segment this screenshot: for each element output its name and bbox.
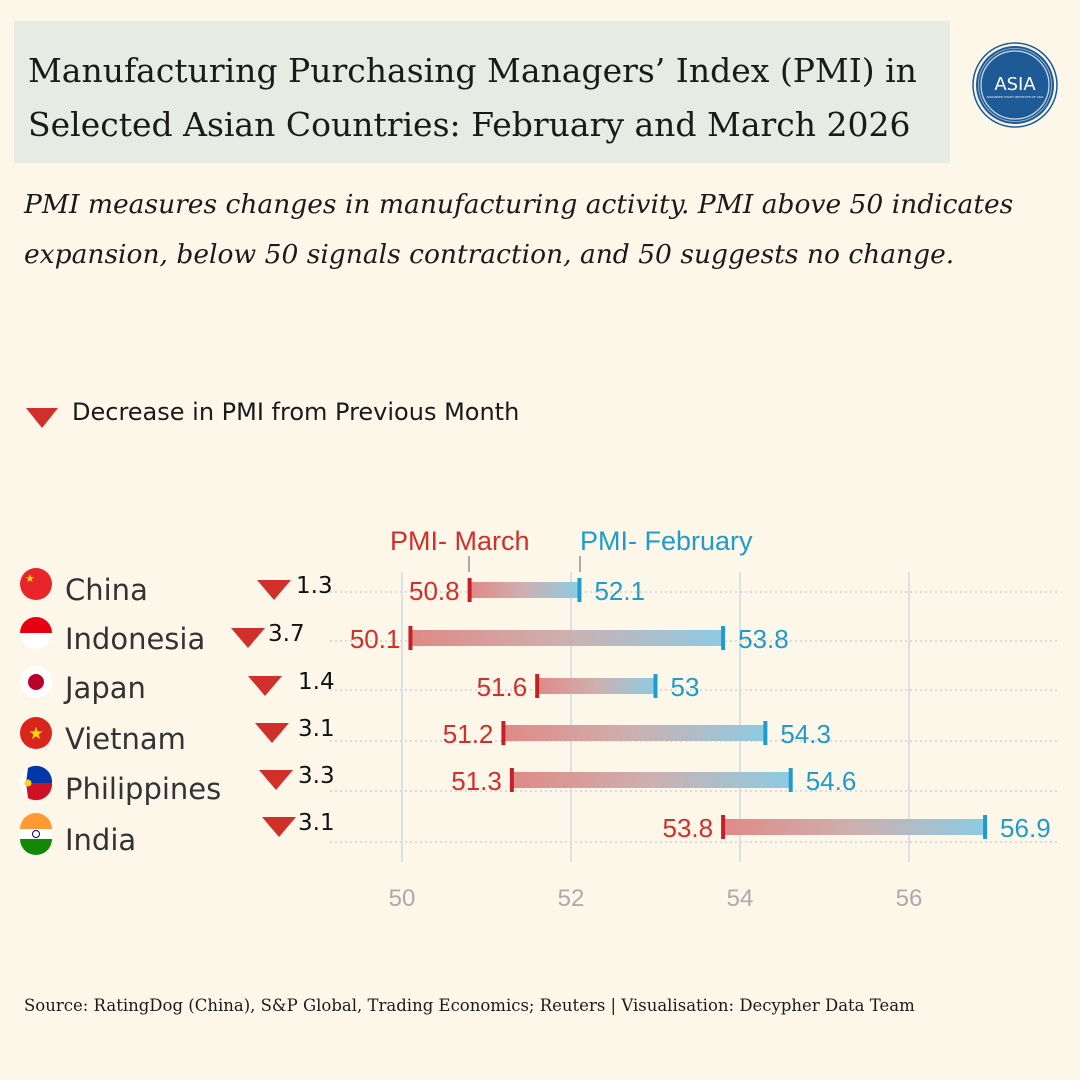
february-marker bbox=[788, 768, 793, 792]
february-marker bbox=[763, 721, 768, 745]
flag-india-icon bbox=[20, 813, 52, 855]
decrease-value: 3.1 bbox=[298, 810, 335, 836]
row-china: ★ China 1.3 50.8 52.1 bbox=[20, 568, 1060, 607]
flag-green bbox=[20, 839, 52, 855]
february-value-label: 54.6 bbox=[806, 766, 857, 796]
row-india: India 3.1 53.8 56.9 bbox=[20, 810, 1060, 857]
march-value-label: 50.8 bbox=[409, 576, 460, 606]
row-philippines: Philippines 3.3 51.3 54.6 bbox=[20, 763, 1060, 806]
decrease-value: 3.3 bbox=[298, 763, 335, 789]
svg-text:ADVANCED STUDY INSTITUTE OF AS: ADVANCED STUDY INSTITUTE OF ASIA bbox=[987, 95, 1045, 99]
legend-label: Decrease in PMI from Previous Month bbox=[72, 398, 520, 426]
down-triangle-icon bbox=[262, 817, 296, 837]
february-marker bbox=[983, 815, 988, 839]
page-title: Manufacturing Purchasing Managers’ Index… bbox=[28, 51, 917, 144]
flag-vietnam-icon: ★ bbox=[20, 717, 52, 749]
x-tick-label: 50 bbox=[389, 885, 416, 912]
asia-logo: ASIA ADVANCED STUDY INSTITUTE OF ASIA bbox=[972, 42, 1058, 128]
march-value-label: 51.2 bbox=[443, 719, 494, 749]
flag-chakra bbox=[32, 830, 40, 838]
february-marker bbox=[577, 578, 582, 602]
range-bar bbox=[723, 819, 986, 835]
down-triangle-icon bbox=[231, 628, 265, 648]
march-marker bbox=[721, 815, 726, 839]
february-value-label: 56.9 bbox=[1000, 813, 1051, 843]
february-marker bbox=[721, 626, 726, 650]
range-bar bbox=[410, 630, 724, 646]
legend-february: PMI- February bbox=[580, 526, 753, 556]
down-triangle-icon bbox=[259, 770, 293, 790]
flag-saffron bbox=[20, 813, 52, 829]
svg-text:ASIA: ASIA bbox=[994, 74, 1036, 95]
country-name: Japan bbox=[63, 671, 146, 705]
country-name: Philippines bbox=[65, 772, 221, 806]
march-marker bbox=[408, 626, 413, 650]
flag-indonesia-icon bbox=[20, 617, 52, 649]
range-bar bbox=[511, 772, 791, 788]
march-marker bbox=[535, 674, 540, 698]
country-name: India bbox=[65, 823, 136, 857]
flag-japan-icon bbox=[20, 666, 52, 698]
range-bar bbox=[503, 725, 766, 741]
decrease-value: 3.1 bbox=[298, 716, 335, 742]
march-value-label: 53.8 bbox=[662, 813, 713, 843]
march-marker bbox=[467, 578, 472, 602]
flag-sun bbox=[28, 674, 44, 690]
decrease-value: 1.4 bbox=[298, 669, 335, 695]
flag-red bbox=[26, 783, 53, 801]
row-vietnam: ★ Vietnam 3.1 51.2 54.3 bbox=[20, 716, 1060, 756]
february-value-label: 53.8 bbox=[738, 624, 789, 654]
flag-red bbox=[20, 617, 52, 633]
march-value-label: 50.1 bbox=[350, 624, 401, 654]
flag-blue bbox=[26, 765, 53, 783]
flag-star: ★ bbox=[28, 724, 43, 743]
row-indonesia: Indonesia 3.7 50.1 53.8 bbox=[20, 617, 1060, 656]
legend-march: PMI- March bbox=[390, 526, 530, 556]
flag-philippines-icon bbox=[20, 765, 53, 801]
decrease-value: 3.7 bbox=[268, 621, 305, 647]
title-box bbox=[14, 21, 950, 163]
x-tick-label: 52 bbox=[558, 885, 585, 912]
country-name: Vietnam bbox=[65, 722, 186, 756]
down-triangle-icon bbox=[255, 723, 289, 743]
subtitle: PMI measures changes in manufacturing ac… bbox=[24, 189, 1014, 270]
flag-star: ★ bbox=[25, 573, 35, 585]
range-bar bbox=[469, 582, 580, 598]
down-triangle-icon bbox=[248, 676, 282, 696]
country-name: Indonesia bbox=[65, 622, 205, 656]
x-tick-label: 54 bbox=[727, 885, 754, 912]
country-name: China bbox=[65, 573, 148, 607]
february-value-label: 52.1 bbox=[594, 576, 645, 606]
march-value-label: 51.3 bbox=[451, 766, 502, 796]
flag-sun bbox=[24, 779, 32, 787]
row-japan: Japan 1.4 51.6 53 bbox=[20, 666, 1060, 705]
february-value-label: 54.3 bbox=[780, 719, 831, 749]
range-bar bbox=[537, 678, 656, 694]
decrease-value: 1.3 bbox=[296, 573, 333, 599]
march-marker bbox=[501, 721, 506, 745]
flag-bg bbox=[20, 717, 52, 749]
february-value-label: 53 bbox=[671, 672, 700, 702]
down-triangle-icon bbox=[257, 580, 291, 600]
march-marker bbox=[509, 768, 514, 792]
legend: Decrease in PMI from Previous Month bbox=[26, 396, 519, 428]
flag-china-icon: ★ bbox=[20, 568, 52, 600]
flag-bg bbox=[20, 568, 52, 600]
march-value-label: 51.6 bbox=[477, 672, 528, 702]
down-triangle-icon bbox=[26, 408, 58, 428]
x-tick-label: 56 bbox=[896, 885, 923, 912]
source-note: Source: RatingDog (China), S&P Global, T… bbox=[24, 996, 915, 1015]
february-marker bbox=[653, 674, 658, 698]
